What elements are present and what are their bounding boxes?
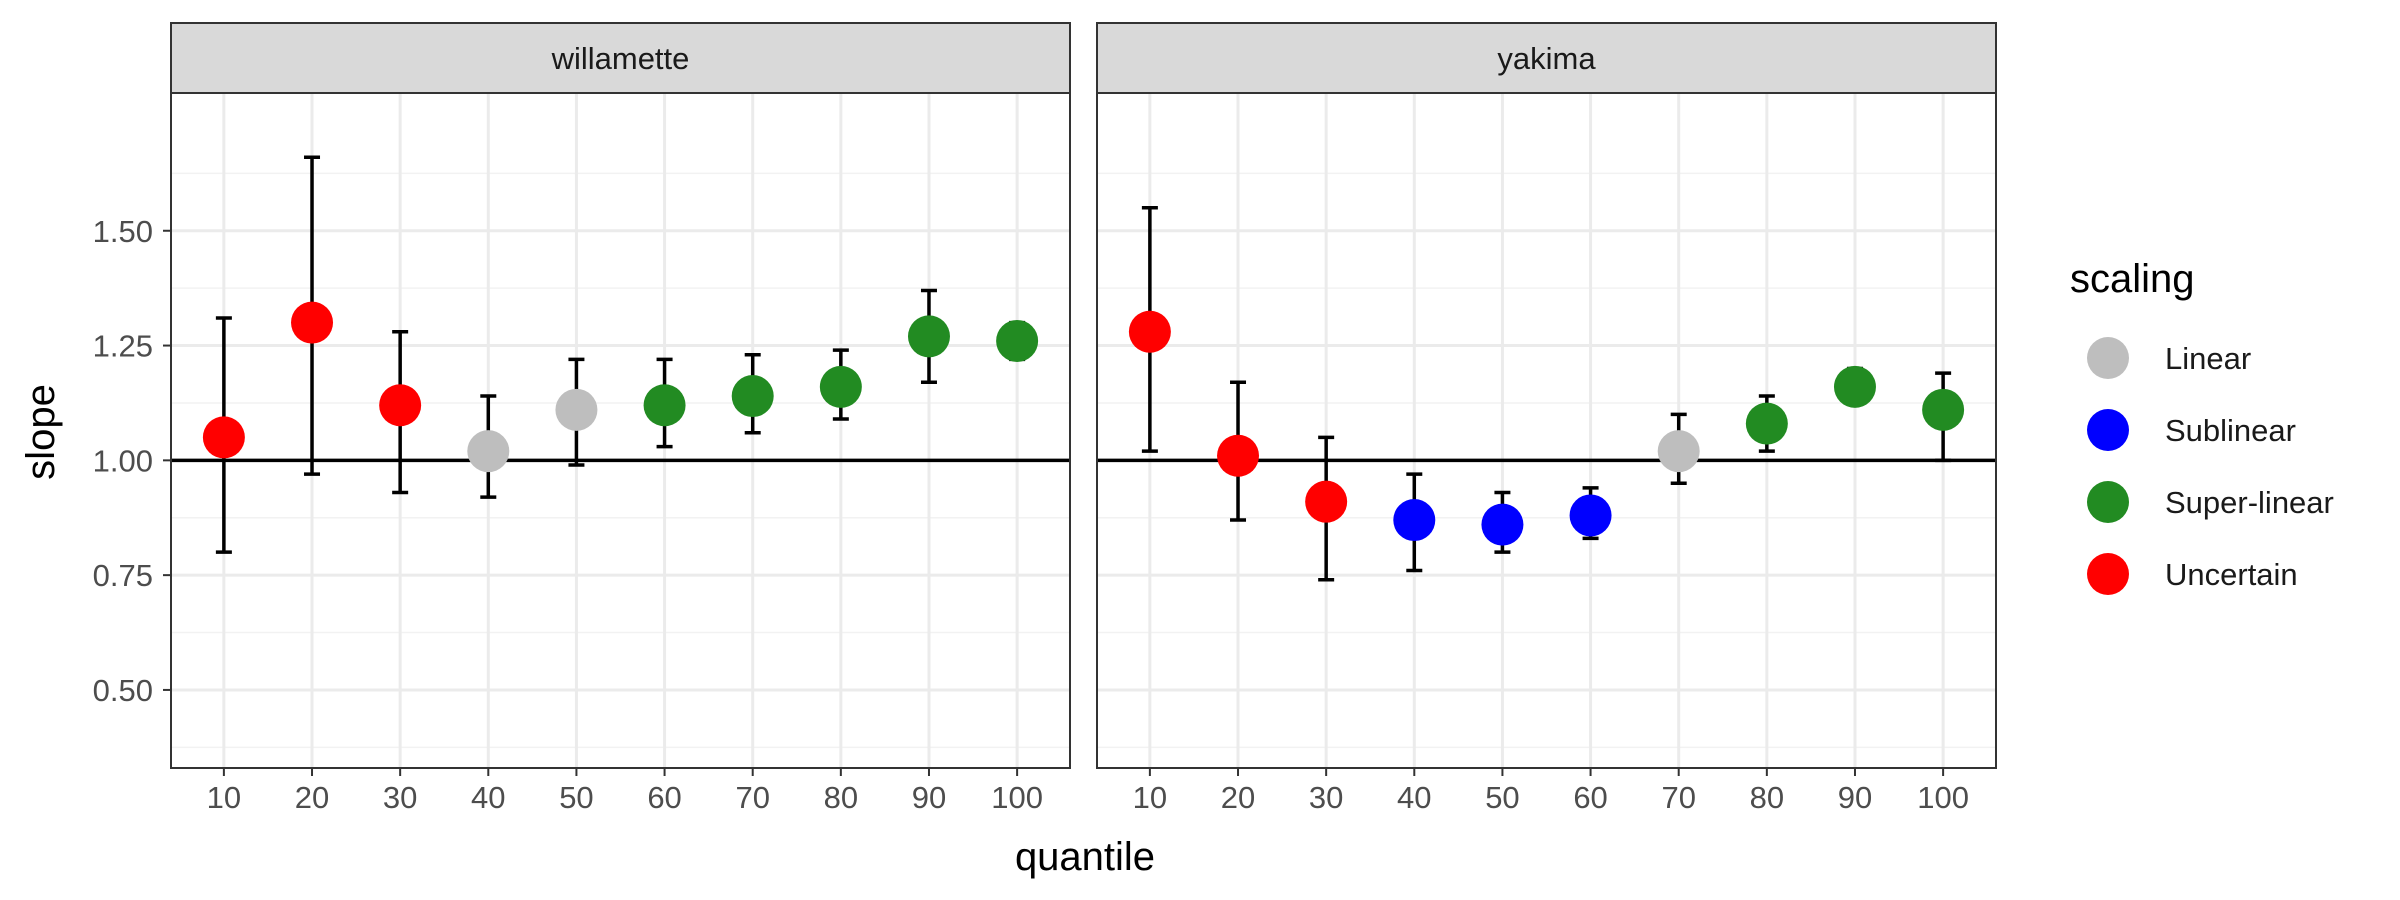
x-axis-willamette: 10 20 30 40 50 60 70 80 90 100 xyxy=(207,768,1043,815)
facet-strip-label: yakima xyxy=(1497,41,1596,76)
data-point-willamette-20 xyxy=(291,301,334,344)
legend-key xyxy=(2087,553,2129,595)
x-tick-label: 50 xyxy=(1485,780,1519,815)
x-tick-label: 90 xyxy=(1838,780,1872,815)
x-axes: 10 20 30 40 50 60 70 80 90 100 10 20 30 40 50 60 70 80 90 1… xyxy=(207,768,1969,815)
data-point-willamette-30 xyxy=(379,384,422,427)
y-tick-label: 0.75 xyxy=(93,558,153,593)
data-point-yakima-80 xyxy=(1745,402,1788,445)
x-tick-label: 20 xyxy=(295,780,329,815)
x-tick-label: 40 xyxy=(471,780,505,815)
facet-strip-label: willamette xyxy=(551,41,690,76)
panels: willamette yakima xyxy=(170,22,1997,769)
y-axis-title: slope xyxy=(19,384,63,480)
x-tick-label: 40 xyxy=(1397,780,1431,815)
x-tick-label: 60 xyxy=(647,780,681,815)
legend-entry-super-linear: Super-linear xyxy=(2087,481,2334,523)
legend-label: Uncertain xyxy=(2165,557,2298,592)
legend-entry-sublinear: Sublinear xyxy=(2087,409,2296,451)
data-point-yakima-100 xyxy=(1922,388,1965,431)
data-point-willamette-50 xyxy=(555,388,598,431)
data-point-yakima-50 xyxy=(1481,503,1524,546)
data-point-willamette-60 xyxy=(643,384,686,427)
y-tick-label: 0.50 xyxy=(93,673,153,708)
y-tick-label: 1.25 xyxy=(93,329,153,364)
x-axis-yakima: 10 20 30 40 50 60 70 80 90 100 xyxy=(1133,768,1969,815)
y-tick-label: 1.50 xyxy=(93,214,153,249)
data-point-willamette-80 xyxy=(819,365,862,408)
x-tick-label: 100 xyxy=(1917,780,1969,815)
x-tick-label: 20 xyxy=(1221,780,1255,815)
x-tick-label: 90 xyxy=(912,780,946,815)
facet-strip xyxy=(1096,22,1997,94)
x-tick-label: 30 xyxy=(383,780,417,815)
data-point-willamette-70 xyxy=(731,375,774,418)
legend-label: Super-linear xyxy=(2165,485,2334,520)
data-point-yakima-40 xyxy=(1393,499,1436,542)
y-axis: 0.50 0.75 1.00 1.25 1.50 xyxy=(93,214,171,708)
panel-willamette: willamette xyxy=(170,22,1071,769)
legend-key xyxy=(2087,481,2129,523)
data-point-willamette-10 xyxy=(202,416,245,459)
x-tick-label: 80 xyxy=(824,780,858,815)
data-point-willamette-90 xyxy=(907,315,950,358)
x-tick-label: 10 xyxy=(207,780,241,815)
data-point-yakima-10 xyxy=(1128,310,1171,353)
x-tick-label: 30 xyxy=(1309,780,1343,815)
legend: scaling Linear Sublinear Super-linear Uncer… xyxy=(2070,257,2334,595)
panel-background xyxy=(171,93,1070,768)
panel-background xyxy=(1097,93,1996,768)
data-point-willamette-40 xyxy=(467,430,510,473)
y-tick-label: 1.00 xyxy=(93,443,153,478)
legend-title: scaling xyxy=(2070,257,2195,301)
data-point-yakima-90 xyxy=(1833,365,1876,408)
data-point-willamette-100 xyxy=(996,319,1039,362)
legend-label: Sublinear xyxy=(2165,413,2296,448)
data-point-yakima-20 xyxy=(1217,434,1260,477)
x-tick-label: 70 xyxy=(735,780,769,815)
legend-entry-linear: Linear xyxy=(2087,337,2251,379)
data-point-yakima-70 xyxy=(1657,430,1700,473)
data-point-yakima-30 xyxy=(1305,480,1348,523)
x-tick-label: 100 xyxy=(991,780,1043,815)
data-point-yakima-60 xyxy=(1569,494,1612,537)
panel-yakima: yakima xyxy=(1096,22,1997,769)
legend-entries: Linear Sublinear Super-linear Uncertain xyxy=(2087,337,2334,595)
x-tick-label: 60 xyxy=(1573,780,1607,815)
legend-key xyxy=(2087,409,2129,451)
legend-key xyxy=(2087,337,2129,379)
x-tick-label: 50 xyxy=(559,780,593,815)
x-tick-label: 10 xyxy=(1133,780,1167,815)
x-tick-label: 70 xyxy=(1661,780,1695,815)
x-tick-label: 80 xyxy=(1750,780,1784,815)
x-axis-title: quantile xyxy=(1015,835,1155,879)
legend-entry-uncertain: Uncertain xyxy=(2087,553,2298,595)
facet-strip xyxy=(170,22,1071,94)
legend-label: Linear xyxy=(2165,341,2251,376)
